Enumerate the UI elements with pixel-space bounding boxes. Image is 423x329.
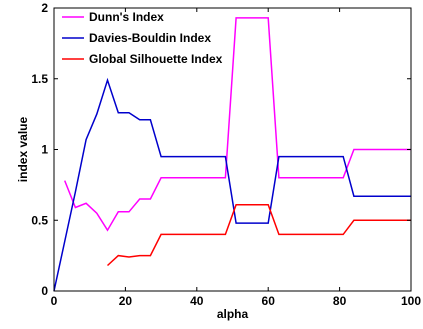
- series-line-2: [106, 203, 411, 267]
- x-tick-label: 40: [190, 294, 204, 308]
- legend-label-0: Dunn's Index: [89, 10, 164, 24]
- y-axis-label: index value: [16, 117, 30, 183]
- series-line-1: [53, 77, 411, 292]
- x-tick-label: 0: [51, 294, 58, 308]
- y-tick-label: 2: [41, 1, 48, 15]
- y-tick-label: 1: [41, 143, 48, 157]
- x-tick-label: 80: [333, 294, 347, 308]
- legend-label-1: Davies-Bouldin Index: [89, 31, 211, 45]
- x-tick-label: 20: [119, 294, 133, 308]
- x-axis-label: alpha: [217, 307, 249, 321]
- series-line-0: [64, 17, 411, 232]
- legend-label-2: Global Silhouette Index: [89, 52, 223, 66]
- legend: Dunn's Index Davies-Bouldin Index Global S…: [62, 10, 223, 66]
- y-tick-label: 0.5: [31, 213, 48, 227]
- x-tick-label: 60: [262, 294, 276, 308]
- ticks-layer: 0 20 40 60 80 100 0 0.5 1 1.5 2: [31, 1, 421, 308]
- y-tick-label: 1.5: [31, 72, 48, 86]
- series-layer: [53, 17, 411, 292]
- y-tick-label: 0: [41, 284, 48, 298]
- x-tick-label: 100: [401, 294, 421, 308]
